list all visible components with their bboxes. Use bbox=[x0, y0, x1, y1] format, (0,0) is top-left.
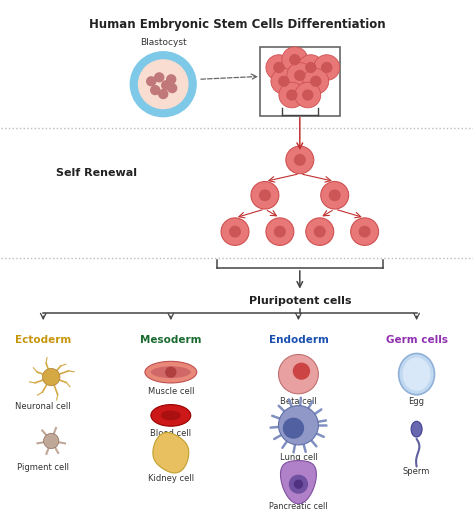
Text: Pancreatic cell: Pancreatic cell bbox=[269, 502, 328, 511]
Text: Blood cell: Blood cell bbox=[150, 429, 191, 438]
Text: Beta cell: Beta cell bbox=[280, 397, 317, 406]
Circle shape bbox=[167, 75, 176, 84]
Circle shape bbox=[295, 82, 321, 108]
Text: Self Renewal: Self Renewal bbox=[55, 167, 137, 178]
Circle shape bbox=[290, 55, 300, 65]
Circle shape bbox=[279, 406, 319, 445]
Circle shape bbox=[155, 73, 164, 82]
Circle shape bbox=[274, 62, 284, 72]
Circle shape bbox=[230, 226, 240, 237]
Circle shape bbox=[359, 226, 370, 237]
Circle shape bbox=[279, 354, 319, 394]
Circle shape bbox=[168, 84, 177, 93]
Text: Egg: Egg bbox=[409, 397, 425, 406]
Circle shape bbox=[287, 62, 313, 88]
Ellipse shape bbox=[411, 421, 422, 437]
Text: Ectoderm: Ectoderm bbox=[15, 335, 72, 345]
Circle shape bbox=[274, 226, 285, 237]
Circle shape bbox=[151, 86, 160, 95]
Text: Endoderm: Endoderm bbox=[268, 335, 328, 345]
Circle shape bbox=[321, 182, 349, 209]
Circle shape bbox=[306, 62, 316, 72]
Text: Human Embryonic Stem Cells Differentiation: Human Embryonic Stem Cells Differentiati… bbox=[89, 18, 385, 31]
Text: Neuronal cell: Neuronal cell bbox=[16, 401, 71, 411]
Circle shape bbox=[322, 62, 332, 72]
Circle shape bbox=[293, 364, 310, 379]
Polygon shape bbox=[281, 461, 316, 504]
Text: Muscle cell: Muscle cell bbox=[147, 387, 194, 396]
Circle shape bbox=[287, 90, 297, 100]
Ellipse shape bbox=[151, 404, 191, 426]
Circle shape bbox=[251, 182, 279, 209]
Polygon shape bbox=[153, 433, 189, 473]
Circle shape bbox=[298, 55, 324, 80]
Text: Lung cell: Lung cell bbox=[280, 453, 318, 462]
Text: Kidney cell: Kidney cell bbox=[148, 474, 194, 483]
Circle shape bbox=[282, 47, 308, 72]
Text: Sperm: Sperm bbox=[403, 467, 430, 477]
Circle shape bbox=[351, 218, 379, 245]
Circle shape bbox=[294, 480, 302, 488]
Circle shape bbox=[303, 90, 313, 100]
Circle shape bbox=[295, 71, 305, 80]
Circle shape bbox=[303, 69, 329, 94]
Circle shape bbox=[306, 218, 334, 245]
Circle shape bbox=[271, 69, 297, 94]
Text: Blastocyst: Blastocyst bbox=[140, 38, 187, 47]
Circle shape bbox=[130, 52, 196, 117]
Ellipse shape bbox=[145, 361, 197, 383]
Circle shape bbox=[159, 90, 168, 98]
Circle shape bbox=[138, 60, 188, 109]
Circle shape bbox=[166, 367, 176, 377]
Circle shape bbox=[162, 81, 171, 90]
Circle shape bbox=[329, 190, 340, 201]
Circle shape bbox=[266, 55, 292, 80]
Ellipse shape bbox=[399, 353, 435, 395]
Circle shape bbox=[266, 218, 294, 245]
Text: Germ cells: Germ cells bbox=[385, 335, 447, 345]
Ellipse shape bbox=[161, 411, 181, 420]
Circle shape bbox=[260, 190, 270, 201]
Circle shape bbox=[279, 76, 289, 86]
Text: Pigment cell: Pigment cell bbox=[17, 462, 69, 472]
Circle shape bbox=[43, 369, 60, 386]
Circle shape bbox=[311, 76, 321, 86]
Circle shape bbox=[147, 77, 156, 86]
Ellipse shape bbox=[402, 357, 430, 391]
FancyBboxPatch shape bbox=[260, 47, 340, 116]
Circle shape bbox=[279, 82, 305, 108]
Ellipse shape bbox=[151, 366, 191, 378]
Circle shape bbox=[314, 226, 325, 237]
Circle shape bbox=[44, 433, 59, 449]
Circle shape bbox=[221, 218, 249, 245]
Circle shape bbox=[294, 155, 305, 165]
Text: Pluripotent cells: Pluripotent cells bbox=[248, 295, 351, 306]
Circle shape bbox=[290, 475, 308, 493]
Circle shape bbox=[314, 55, 340, 80]
Circle shape bbox=[283, 418, 303, 438]
Circle shape bbox=[286, 146, 314, 174]
Text: Mesoderm: Mesoderm bbox=[140, 335, 201, 345]
